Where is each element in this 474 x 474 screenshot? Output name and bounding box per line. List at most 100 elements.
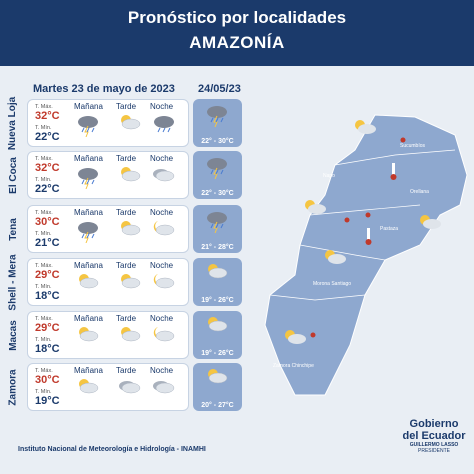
city-label: El Coca [2, 151, 24, 199]
period-label: Mañana [74, 366, 103, 375]
next-day-card: 21° - 28°C [193, 205, 242, 253]
map-sun-cloud-icon [285, 330, 306, 344]
sun-cloud-icon [118, 272, 142, 301]
map-sun-cloud-icon [355, 120, 376, 134]
map-pin-icon [344, 217, 350, 223]
tmax-label: T. Máx. [35, 316, 53, 322]
map-sun-cloud-icon [305, 200, 326, 214]
date-main: Martes 23 de mayo de 2023 [33, 83, 175, 95]
period-label: Mañana [74, 154, 103, 163]
tmin-label: T. Mín. [35, 125, 52, 131]
map-label-morona: Morona Santiago [313, 281, 351, 287]
city-name: Zamora [7, 368, 19, 406]
period-label: Noche [150, 261, 174, 270]
cloudy-icon [152, 165, 176, 194]
city-forecast-card: T. Máx. 29°C T. Mín. 18°C Mañana Tarde Noche [27, 311, 189, 359]
city-forecast-card: T. Máx. 32°C T. Mín. 22°C Mañana Tarde Noche [27, 99, 189, 147]
date-next: 24/05/23 [198, 83, 241, 95]
next-day-range: 19° - 26°C [201, 297, 234, 304]
city-name: Shell - Mera [7, 253, 19, 311]
next-day-card: 19° - 26°C [193, 258, 242, 306]
rain-cloud-icon [152, 113, 176, 142]
moon-cloud-icon [152, 272, 176, 301]
tmax-value: 29°C [35, 269, 60, 281]
page-title: Pronóstico por localidades [127, 8, 347, 27]
storm-cloud-icon [205, 103, 229, 132]
storm-cloud-icon [76, 219, 100, 248]
period-label: Tarde [116, 314, 137, 323]
tmin-label: T. Mín. [35, 389, 52, 395]
city-label: Macas [2, 311, 24, 359]
tmin-value: 18°C [35, 343, 60, 355]
storm-cloud-icon [76, 165, 100, 194]
sun-cloud-icon [76, 325, 100, 354]
city-label: Shell - Mera [2, 254, 24, 310]
tmax-label: T. Máx. [35, 368, 53, 374]
footer-source: Instituto Nacional de Meteorología e Hid… [18, 446, 206, 453]
next-day-card: 22° - 30°C [193, 99, 242, 147]
tmin-label: T. Mín. [35, 337, 52, 343]
tmin-label: T. Mín. [35, 177, 52, 183]
tmax-label: T. Máx. [35, 210, 53, 216]
period-label: Noche [150, 154, 174, 163]
period-label: Tarde [116, 208, 137, 217]
map-label-pastaza: Pastaza [380, 226, 398, 232]
storm-cloud-icon [205, 367, 229, 396]
period-label: Mañana [74, 261, 103, 270]
moon-cloud-icon [152, 219, 176, 248]
period-label: Tarde [116, 366, 137, 375]
city-forecast-card: T. Máx. 32°C T. Mín. 22°C Mañana Tarde Noche [27, 151, 189, 199]
gobierno-logo: Gobierno del Ecuador GUILLERMO LASSO PRE… [402, 418, 466, 454]
city-name: Tena [7, 217, 19, 241]
sun-cloud-icon [76, 377, 100, 406]
tmax-value: 32°C [35, 110, 60, 122]
period-label: Mañana [74, 314, 103, 323]
city-name: Nueva Loja [7, 96, 19, 150]
tmax-label: T. Máx. [35, 104, 53, 110]
city-label: Zamora [2, 363, 24, 411]
next-day-range: 22° - 30°C [201, 190, 234, 197]
city-name: El Coca [7, 156, 19, 194]
sun-cloud-icon [118, 325, 142, 354]
sun-cloud-icon [118, 219, 142, 248]
map-region [264, 114, 468, 396]
period-label: Noche [150, 102, 174, 111]
period-label: Noche [150, 314, 174, 323]
city-forecast-card: T. Máx. 30°C T. Mín. 19°C Mañana Tarde Noche [27, 363, 189, 411]
moon-cloud-icon [152, 325, 176, 354]
tmax-value: 30°C [35, 374, 60, 386]
tmin-label: T. Mín. [35, 231, 52, 237]
city-name: Macas [7, 319, 19, 351]
period-label: Mañana [74, 102, 103, 111]
period-label: Mañana [74, 208, 103, 217]
region-title: AMAZONÍA [189, 33, 285, 52]
tmin-value: 22°C [35, 131, 60, 143]
map-label-sucumbios: Sucumbíos [400, 143, 426, 149]
city-forecast-card: T. Máx. 30°C T. Mín. 21°C Mañana Tarde Noche [27, 205, 189, 253]
tmin-label: T. Mín. [35, 284, 52, 290]
next-day-range: 22° - 30°C [201, 138, 234, 145]
period-label: Noche [150, 208, 174, 217]
tmax-value: 29°C [35, 322, 60, 334]
period-label: Tarde [116, 261, 137, 270]
tmin-value: 21°C [35, 237, 60, 249]
amazonia-map: Sucumbíos Napo Orellana Pastaza Morona S… [264, 114, 468, 396]
next-day-card: 22° - 30°C [193, 151, 242, 199]
storm-cloud-icon [205, 209, 229, 238]
map-label-napo: Napo [323, 173, 335, 179]
next-day-range: 20° - 27°C [201, 402, 234, 409]
map-pin-icon [365, 212, 371, 218]
sun-cloud-icon [76, 272, 100, 301]
tmax-value: 32°C [35, 162, 60, 174]
storm-cloud-icon [76, 113, 100, 142]
storm-cloud-icon [205, 315, 229, 344]
sun-cloud-icon [118, 113, 142, 142]
period-label: Tarde [116, 154, 137, 163]
tmin-value: 19°C [35, 395, 60, 407]
map-sun-cloud-icon [420, 215, 441, 229]
period-label: Tarde [116, 102, 137, 111]
map-label-orellana: Orellana [410, 189, 429, 195]
sun-cloud-icon [118, 165, 142, 194]
storm-cloud-icon [205, 262, 229, 291]
map-sun-cloud-icon [325, 250, 346, 264]
